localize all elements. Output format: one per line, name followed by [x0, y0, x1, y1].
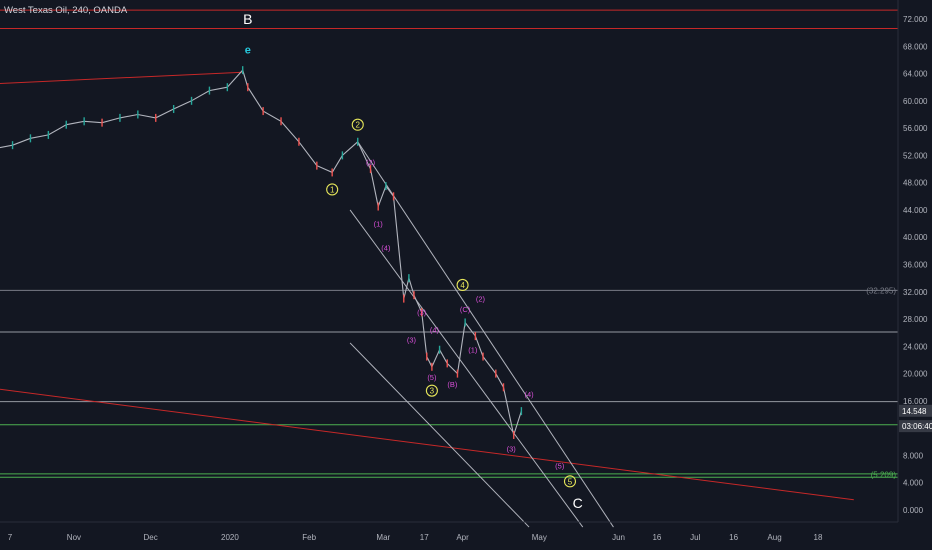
y-tick-label: 60.000 [903, 97, 928, 106]
x-tick-label: Dec [144, 533, 158, 542]
price-level-label: (5.209) [871, 471, 897, 480]
sub-wave-label: (1) [468, 346, 478, 355]
y-tick-label: 36.000 [903, 261, 928, 270]
price-axis-panel[interactable] [898, 0, 932, 522]
x-tick-label: 17 [420, 533, 429, 542]
x-tick-label: May [532, 533, 547, 542]
y-tick-label: 20.000 [903, 370, 928, 379]
wave-label: 3 [430, 387, 435, 396]
x-tick-label: Apr [456, 533, 469, 542]
wave-annotations: Be21(2)(1)(4)(3)(3)(4)(5)3(B)4(C)(2)(1)(… [243, 11, 896, 511]
wave-label-circle [456, 278, 469, 292]
wave-label-circle [563, 475, 577, 488]
y-tick-label: 64.000 [903, 70, 928, 79]
wave-degree-label: C [573, 495, 583, 511]
x-tick-label: 16 [652, 533, 661, 542]
price-badge: 03:06:40 [902, 422, 932, 431]
sub-wave-label: (1) [374, 220, 384, 229]
time-axis[interactable]: 7 Nov Dec 2020 Feb Mar 17 Apr May Jun 16 Jul 16 Aug 18 [8, 533, 823, 542]
wave-sub-label: e [245, 45, 251, 57]
y-tick-label: 28.000 [903, 315, 928, 324]
y-tick-label: 32.000 [903, 288, 928, 297]
sub-wave-label: (4) [430, 325, 440, 334]
x-tick-label: 16 [729, 533, 738, 542]
sub-wave-label: (3) [407, 336, 417, 345]
sub-wave-label: (2) [366, 158, 376, 167]
x-tick-label: 2020 [221, 533, 239, 542]
sub-wave-label: (5) [427, 373, 437, 382]
y-tick-label: 24.000 [903, 342, 928, 351]
price-badges: 14.548 03:06:40 [899, 404, 932, 433]
x-tick-label: Jul [690, 533, 700, 542]
sub-wave-label: (5) [555, 462, 565, 471]
price-badge-bg [899, 420, 932, 433]
sub-wave-label: (B) [447, 380, 458, 389]
trend-line [0, 71, 243, 85]
y-tick-label: 56.000 [903, 124, 928, 133]
y-tick-label: 44.000 [903, 206, 928, 215]
x-tick-label: 18 [814, 533, 823, 542]
y-tick-label: 0.000 [903, 506, 924, 515]
wave-label-circle [326, 183, 339, 196]
price-badge-bg [899, 404, 932, 417]
wave-label-circle [425, 384, 438, 397]
x-tick-label: Jun [612, 533, 625, 542]
y-tick-label: 68.000 [903, 42, 928, 51]
y-tick-label: 16.000 [903, 397, 928, 406]
x-tick-label: Feb [302, 533, 316, 542]
price-level-label: (32.295) [866, 286, 896, 295]
y-tick-label: 52.000 [903, 151, 928, 160]
price-badge: 14.548 [902, 407, 927, 416]
y-tick-label: 72.000 [903, 15, 928, 24]
x-tick-label: Mar [376, 533, 390, 542]
y-tick-label: 8.000 [903, 451, 924, 460]
wave-degree-label: B [243, 11, 252, 27]
price-series [0, 66, 523, 439]
wave-label: 5 [568, 477, 573, 486]
x-tick-label: Aug [767, 533, 781, 542]
wave-label: 2 [356, 121, 361, 130]
sub-wave-label: (4) [381, 243, 391, 252]
y-tick-label: 4.000 [903, 479, 924, 488]
sub-wave-label: (3) [417, 308, 427, 317]
y-tick-label: 40.000 [903, 233, 928, 242]
trend-line [0, 388, 854, 501]
x-tick-label: 7 [8, 533, 13, 542]
trend-line [357, 141, 614, 528]
sub-wave-label: (2) [476, 295, 486, 304]
chart-title: West Texas Oil, 240, OANDA [4, 5, 128, 16]
y-tick-label: 48.000 [903, 179, 928, 188]
trend-line [349, 209, 584, 528]
trend-lines [0, 71, 854, 528]
horizontal-lines [0, 9, 898, 478]
wave-label-circle [351, 118, 364, 131]
wave-label: 4 [460, 281, 465, 290]
trend-line [349, 342, 530, 528]
wave-label: 1 [330, 185, 335, 194]
x-tick-label: Nov [67, 533, 81, 542]
sub-wave-label: (C) [460, 305, 471, 314]
sub-wave-label: (4) [524, 390, 534, 399]
sub-wave-label: (3) [507, 445, 517, 454]
